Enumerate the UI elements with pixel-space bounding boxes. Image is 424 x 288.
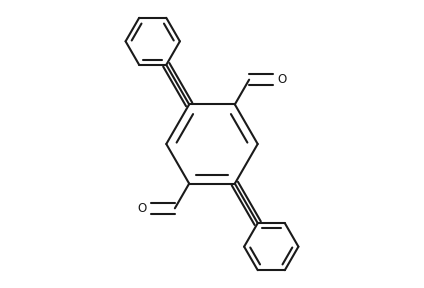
Text: O: O xyxy=(138,202,147,215)
Text: O: O xyxy=(277,73,286,86)
